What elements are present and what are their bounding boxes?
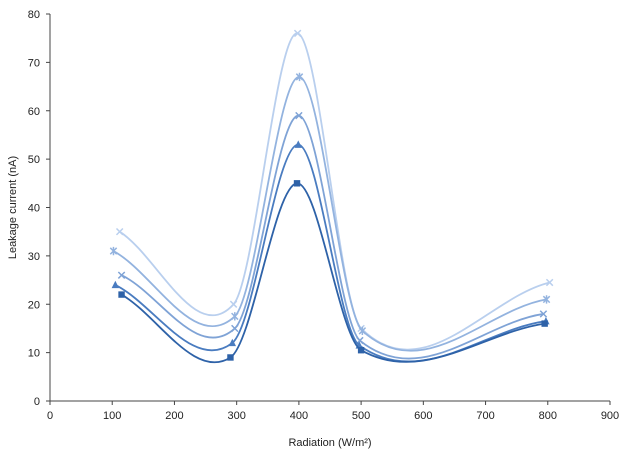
data-point — [231, 324, 239, 333]
x-tick-label: 500 — [352, 410, 370, 422]
y-tick-label: 70 — [28, 57, 40, 69]
data-point — [111, 280, 120, 289]
y-tick-label: 80 — [28, 9, 40, 21]
y-tick-label: 0 — [34, 396, 40, 408]
data-point — [545, 278, 554, 287]
data-point — [294, 140, 302, 148]
data-point — [115, 227, 124, 236]
y-tick-label: 60 — [28, 106, 40, 118]
x-axis-title: Radiation (W/m²) — [288, 437, 371, 449]
data-point — [293, 29, 302, 38]
x-tick-label: 400 — [290, 410, 308, 422]
data-point — [293, 180, 301, 187]
x-tick-label: 0 — [47, 410, 53, 422]
y-tick-label: 30 — [28, 251, 40, 263]
y-axis-title: Leakage current (nA) — [7, 156, 19, 259]
data-point — [117, 271, 126, 279]
x-tick-label: 700 — [476, 410, 494, 422]
x-tick-label: 200 — [165, 410, 183, 422]
data-point — [228, 338, 237, 347]
data-point — [539, 310, 548, 318]
x-tick-label: 600 — [414, 410, 432, 422]
data-point — [118, 291, 125, 298]
series-1 — [118, 180, 548, 364]
series-line — [121, 114, 544, 360]
x-tick-label: 800 — [539, 410, 557, 422]
series-line — [113, 75, 547, 352]
x-tick-label: 100 — [103, 410, 121, 422]
y-tick-label: 20 — [28, 299, 40, 311]
series-4 — [109, 72, 551, 352]
series-layer — [109, 29, 554, 364]
series-5 — [115, 29, 554, 351]
data-point — [231, 312, 239, 321]
series-2 — [111, 140, 550, 363]
y-tick-label: 50 — [28, 154, 40, 166]
data-point — [109, 246, 118, 256]
series-line — [119, 32, 550, 351]
data-point — [357, 347, 365, 354]
axes: 0 100 200 300 400 500 600 700 800 900 0 10 20 30 40 50 6… — [28, 9, 619, 422]
data-point — [542, 295, 551, 304]
x-tick-label: 900 — [601, 410, 619, 422]
series-3 — [117, 111, 548, 360]
data-point — [541, 320, 548, 327]
x-tick-label: 300 — [227, 410, 245, 422]
data-point — [295, 72, 304, 82]
data-point — [295, 111, 303, 120]
data-point — [229, 300, 238, 308]
y-tick-label: 10 — [28, 348, 40, 360]
data-point — [358, 326, 367, 336]
data-point — [227, 354, 234, 361]
y-tick-label: 40 — [28, 203, 40, 215]
